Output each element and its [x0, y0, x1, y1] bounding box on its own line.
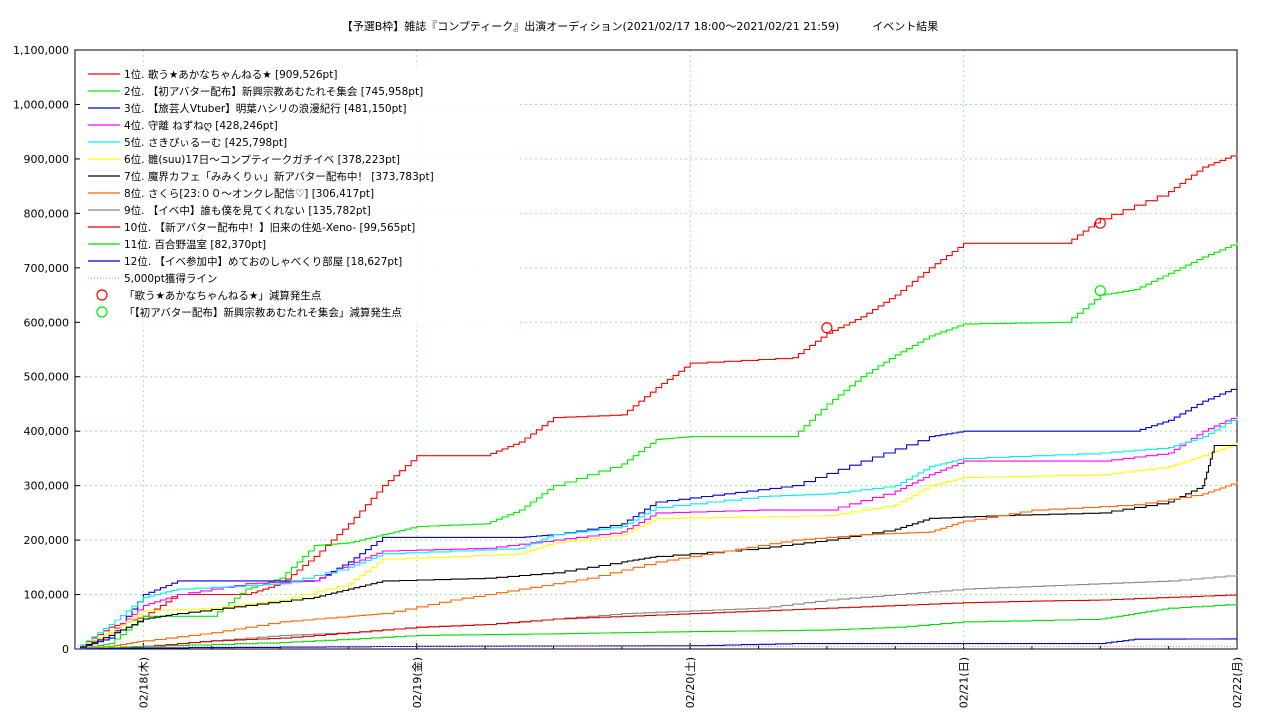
series-line-2 [75, 242, 1238, 650]
series-line-1 [75, 153, 1238, 650]
reduction-markers [821, 217, 1106, 334]
series-line-4 [75, 415, 1238, 650]
y-tick-label: 700,000 [24, 262, 70, 275]
legend-label: 7位. 魔界カフェ「みみくりぃ」新アバター配布中！ [373,783pt] [124, 170, 434, 183]
y-tick-label: 800,000 [24, 207, 70, 220]
legend-background [80, 66, 520, 326]
legend-label: 3位. 【旅芸人Vtuber】明葉ハシリの浪漫紀行 [481,150pt] [124, 102, 406, 115]
legend-label: 「歌う★あかなちゃんねる★」減算発生点 [124, 289, 321, 302]
y-tick-label: 1,100,000 [13, 44, 69, 57]
legend-marker-swatch [96, 289, 108, 301]
series-line-10 [75, 594, 1238, 650]
x-tick-label: 02/22(月) [1231, 657, 1244, 708]
legend-label: 5,000pt獲得ライン [124, 272, 217, 285]
y-tick-label: 100,000 [24, 589, 70, 602]
plot-frame [74, 49, 1238, 650]
x-tick-label: 02/19(金) [410, 657, 424, 708]
x-tick-label: 02/18(木) [137, 657, 150, 708]
series-line-11 [75, 604, 1238, 650]
reduction-marker [1094, 285, 1106, 297]
series-line-8 [75, 482, 1238, 650]
legend-label: 9位. 【イベ中】誰も僕を見てくれない [135,782pt] [124, 204, 371, 217]
y-tick-label: 400,000 [24, 425, 70, 438]
series-line-5 [75, 417, 1238, 650]
x-axis: 02/18(木) 02/19(金) 02/20(土) 02/21(日) 02/22(月) [74, 643, 1244, 708]
reduction-marker [821, 322, 833, 334]
y-tick-label: 1,000,000 [13, 98, 69, 111]
y-tick-label: 900,000 [24, 153, 70, 166]
series-line-3 [75, 387, 1238, 650]
legend-label: 「【初アバター配布】新興宗教あむたれそ集会」減算発生点 [124, 306, 402, 319]
legend-label: 1位. 歌う★あかなちゃんねる★ [909,526pt] [124, 68, 337, 81]
legend: 1位. 歌う★あかなちゃんねる★ [909,526pt] 2位. 【初アバター配布… [80, 66, 520, 326]
series-line-7 [75, 444, 1237, 650]
y-tick-label: 0 [62, 643, 69, 656]
y-tick-label: 500,000 [24, 371, 70, 384]
series-line-9 [75, 575, 1238, 650]
y-tick-label: 300,000 [24, 480, 70, 493]
series-lines [75, 153, 1238, 650]
legend-label: 11位. 百合野温室 [82,370pt] [124, 238, 266, 251]
legend-label: 4位. 守離 ねずねღ [428,246pt] [124, 119, 278, 132]
legend-label: 6位. 雛(suu)17日〜コンプティークガチイベ [378,223pt] [124, 153, 400, 166]
legend-marker-swatch [96, 306, 108, 318]
y-axis: 0 100,000 200,000 300,000 400,000 500,000 600,… [13, 44, 80, 656]
legend-label: 5位. さきぴぃるーむ [425,798pt] [124, 136, 287, 149]
x-tick-label: 02/20(土) [684, 657, 697, 708]
series-line-6 [75, 443, 1238, 650]
grid-lines [75, 50, 1237, 649]
legend-label: 2位. 【初アバター配布】新興宗教あむたれそ集会 [745,958pt] [124, 85, 423, 98]
chart-title: 【予選B枠】雑誌『コンプティーク』出演オーディション(2021/02/17 18… [342, 19, 939, 33]
legend-label: 12位. 【イベ参加中】めておのしゃべくり部屋 [18,627pt] [124, 255, 402, 268]
y-tick-label: 200,000 [24, 534, 70, 547]
x-tick-label: 02/21(日) [958, 657, 971, 708]
legend-label: 10位. 【新アバター配布中！】旧来の住処-Xeno- [99,565pt] [124, 221, 415, 234]
y-tick-label: 600,000 [24, 316, 70, 329]
reduction-marker [1094, 217, 1106, 229]
series-line-12 [75, 638, 1237, 650]
legend-label: 8位. さくら[23:００〜オンクレ配信♡] [306,417pt] [124, 187, 374, 200]
